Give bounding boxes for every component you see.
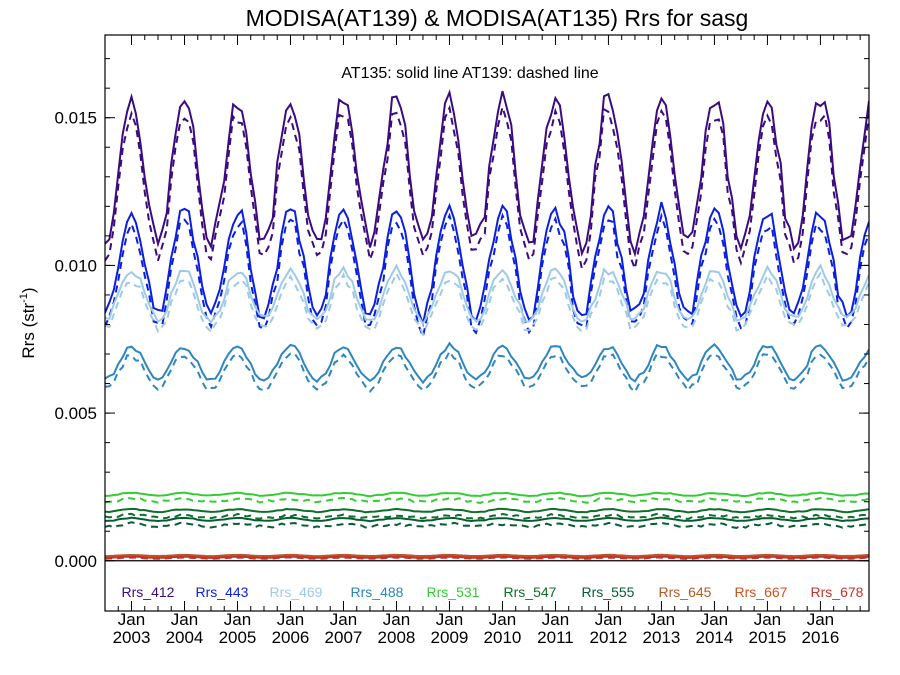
x-tick-month: Jan [330,610,357,629]
y-tick-label: 0.010 [54,256,97,275]
x-tick-year: 2014 [696,628,734,647]
plot-frame [104,34,870,612]
legend-item-rrs-443: Rrs_443 [196,584,249,600]
series-line-at135-rrs-678 [105,555,869,559]
x-tick-year: 2004 [166,628,204,647]
chart-annotation: AT135: solid line AT139: dashed line [341,65,598,82]
x-tick-month: Jan [489,610,516,629]
series-line-at135-rrs-547 [105,507,869,514]
series-line-at135-rrs-469 [105,263,869,326]
series-line-at139-rrs-412 [105,103,869,273]
x-tick-month: Jan [224,610,251,629]
legend: Rrs_412 Rrs_443 Rrs_469 Rrs_488 Rrs_531 Rrs_5… [122,584,864,600]
x-tick-year: 2003 [113,628,151,647]
x-tick-year: 2008 [378,628,416,647]
legend-item-rrs-645: Rrs_645 [659,584,712,600]
x-tick-year: 2013 [643,628,681,647]
legend-item-rrs-555: Rrs_555 [582,584,635,600]
x-tick-month: Jan [542,610,569,629]
series-line-at139-rrs-488 [105,349,869,394]
x-tick-month: Jan [754,610,781,629]
x-tick-month: Jan [701,610,728,629]
x-tick-month: Jan [171,610,198,629]
x-tick-month: Jan [648,610,675,629]
y-tick-label: 0.000 [54,552,97,571]
chart-title: MODISA(AT139) & MODISA(AT135) Rrs for sa… [246,5,749,31]
x-tick-year: 2005 [219,628,257,647]
series-line-at135-rrs-645 [105,553,869,558]
x-tick-month: Jan [436,610,463,629]
x-tick-month: Jan [595,610,622,629]
series-line-at139-rrs-443 [105,212,869,341]
x-tick-month: Jan [118,610,145,629]
y-tick-label: 0.015 [54,109,97,128]
legend-item-rrs-412: Rrs_412 [122,584,175,600]
x-tick-month: Jan [807,610,834,629]
x-tick-year: 2012 [590,628,628,647]
x-tick-year: 2006 [272,628,310,647]
x-tick-year: 2011 [537,628,574,647]
y-axis-label: Rrs (str-1) [18,287,38,358]
series-line-at139-rrs-531 [105,496,869,505]
y-tick-label: 0.005 [54,404,97,423]
x-tick-year: 2009 [431,628,469,647]
legend-item-rrs-531: Rrs_531 [427,584,480,600]
legend-item-rrs-667: Rrs_667 [735,584,788,600]
series-line-at135-rrs-531 [105,491,869,498]
x-tick-year: 2015 [749,628,787,647]
y-axis: 0.000 0.005 0.010 0.015 [54,58,869,571]
legend-item-rrs-469: Rrs_469 [270,584,323,600]
series-line-at135-rrs-555 [105,516,869,523]
series-line-at139-rrs-555 [105,521,869,529]
series-line-at135-rrs-488 [105,341,869,385]
legend-item-rrs-678: Rrs_678 [811,584,864,600]
series-line-at139-rrs-469 [105,271,869,337]
series-line-at135-rrs-412 [105,89,869,258]
legend-item-rrs-488: Rrs_488 [351,584,404,600]
x-axis: Jan2003Jan2004Jan2005Jan2006Jan2007Jan20… [113,35,861,647]
x-tick-year: 2007 [325,628,363,647]
legend-item-rrs-547: Rrs_547 [504,584,557,600]
x-tick-year: 2010 [484,628,522,647]
x-tick-month: Jan [277,610,304,629]
x-tick-month: Jan [383,610,410,629]
x-tick-year: 2016 [802,628,840,647]
series-line-at135-rrs-443 [105,201,869,328]
